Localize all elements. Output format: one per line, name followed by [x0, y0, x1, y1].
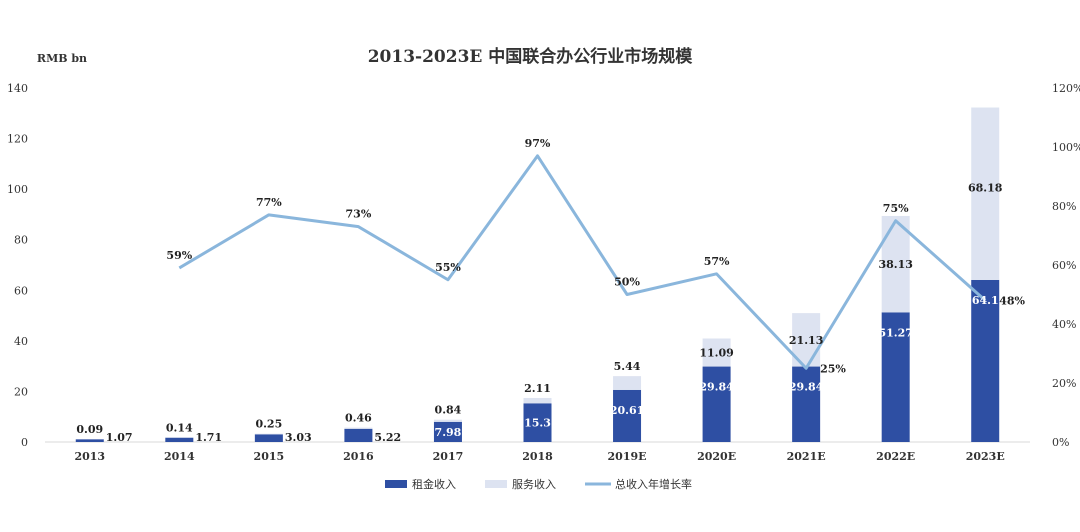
rent-value-label: 20.61: [610, 404, 644, 417]
y-left-tick-label: 0: [21, 436, 28, 449]
bar-rent: [792, 366, 821, 442]
bar-service: [613, 376, 642, 390]
service-value-label: 5.44: [614, 360, 641, 373]
bar-rent: [75, 439, 104, 442]
x-tick-label: 2019E: [608, 450, 647, 463]
x-tick-label: 2023E: [966, 450, 1005, 463]
x-tick-label: 2022E: [876, 450, 915, 463]
bar-service: [433, 419, 462, 422]
growth-rate-label: 75%: [883, 202, 909, 215]
y-right-tick-label: 100%: [1052, 141, 1080, 154]
bar-service: [702, 338, 731, 367]
growth-rate-label: 59%: [166, 249, 192, 262]
bar-rent: [613, 389, 642, 442]
y-right-tick-label: 0%: [1052, 436, 1069, 449]
growth-rate-label: 73%: [346, 208, 372, 221]
rent-value-label: 3.03: [285, 431, 312, 444]
y-right-tick-label: 80%: [1052, 200, 1076, 213]
rent-value-label: 5.22: [374, 431, 401, 444]
service-value-label: 21.13: [789, 334, 823, 347]
bars: [75, 107, 1000, 442]
growth-rate-label: 55%: [435, 261, 461, 274]
service-value-label: 0.09: [76, 423, 103, 436]
bar-rent: [254, 434, 283, 442]
service-value-label: 0.14: [166, 421, 193, 434]
growth-rate-label: 97%: [525, 137, 551, 150]
legend: 租金收入 服务收入 总收入年增长率: [385, 477, 692, 491]
y-left-tick-label: 20: [14, 385, 28, 398]
service-value-label: 0.25: [255, 418, 282, 431]
legend-swatch: [485, 480, 507, 488]
bar-service: [254, 433, 283, 435]
service-value-label: 0.84: [435, 404, 462, 417]
legend-label: 总收入年增长率: [615, 477, 692, 491]
y-right-tick-label: 120%: [1052, 82, 1080, 95]
bar-rent: [433, 421, 462, 442]
x-tick-label: 2020E: [697, 450, 736, 463]
service-value-label: 38.13: [878, 258, 912, 271]
x-tick-label: 2013: [74, 450, 105, 463]
y-left-tick-label: 40: [14, 335, 28, 348]
growth-rate-label: 57%: [704, 255, 730, 268]
rent-value-label: 64.1: [972, 294, 999, 307]
service-value-label: 68.18: [968, 182, 1003, 195]
growth-rate-label: 77%: [256, 196, 282, 209]
service-value-label: 11.09: [699, 347, 733, 360]
y-right-tick-label: 20%: [1052, 377, 1076, 390]
legend-label: 服务收入: [512, 477, 556, 491]
bar-rent: [881, 312, 910, 442]
y-left-tick-label: 120: [7, 133, 28, 146]
y-right-tick-label: 60%: [1052, 259, 1076, 272]
growth-line-path: [178, 154, 987, 370]
bar-rent: [523, 403, 552, 442]
growth-line: [178, 154, 987, 370]
x-tick-label: 2016: [343, 450, 374, 463]
rent-value-label: 15.3: [524, 417, 551, 430]
rent-value-label: 29.84: [699, 381, 734, 394]
x-tick-label: 2021E: [787, 450, 826, 463]
bar-service: [881, 215, 910, 313]
y-left-tick-label: 60: [14, 284, 28, 297]
rent-value-label: 51.27: [878, 326, 912, 339]
bar-rent: [702, 366, 731, 442]
legend-label: 租金收入: [412, 477, 456, 491]
data-labels: 1.070.09 1.710.14 59% 3.030.25 77% 5.220.46 73…: [76, 137, 1025, 444]
x-tick-label: 2015: [254, 450, 285, 463]
chart-title: 2013-2023E 中国联合办公行业市场规模: [368, 46, 694, 67]
y-left-tick-label: 140: [7, 82, 28, 95]
service-value-label: 0.46: [345, 412, 372, 425]
bar-rent: [344, 428, 373, 442]
bar-rent: [165, 437, 194, 442]
service-value-label: 2.11: [524, 382, 551, 395]
legend-item-service: 服务收入: [485, 477, 556, 491]
y-left-tick-label: 100: [7, 183, 28, 196]
rent-value-label: 1.71: [195, 431, 222, 444]
bar-service: [971, 107, 1000, 280]
x-tick-label: 2017: [433, 450, 464, 463]
left-axis-unit: RMB bn: [37, 52, 87, 65]
axes: 0 20 40 60 80 100 120 140 0% 20% 40% 60% 80% 100% 120%…: [7, 82, 1080, 463]
bar-rent: [971, 279, 1000, 442]
y-right-tick-label: 40%: [1052, 318, 1076, 331]
rent-value-label: 7.98: [435, 426, 462, 439]
y-left-tick-label: 80: [14, 234, 28, 247]
bar-service: [523, 397, 552, 404]
legend-item-growth: 总收入年增长率: [585, 477, 692, 491]
x-tick-label: 2018: [522, 450, 553, 463]
rent-value-label: 1.07: [106, 431, 133, 444]
rent-value-label: 29.84: [789, 381, 824, 394]
growth-rate-label: 50%: [614, 276, 640, 289]
bar-service: [344, 427, 373, 429]
growth-rate-label: 25%: [820, 362, 846, 375]
x-tick-label: 2014: [164, 450, 195, 463]
growth-rate-label: 48%: [999, 294, 1025, 307]
legend-item-rent: 租金收入: [385, 477, 456, 491]
legend-swatch: [385, 480, 407, 488]
